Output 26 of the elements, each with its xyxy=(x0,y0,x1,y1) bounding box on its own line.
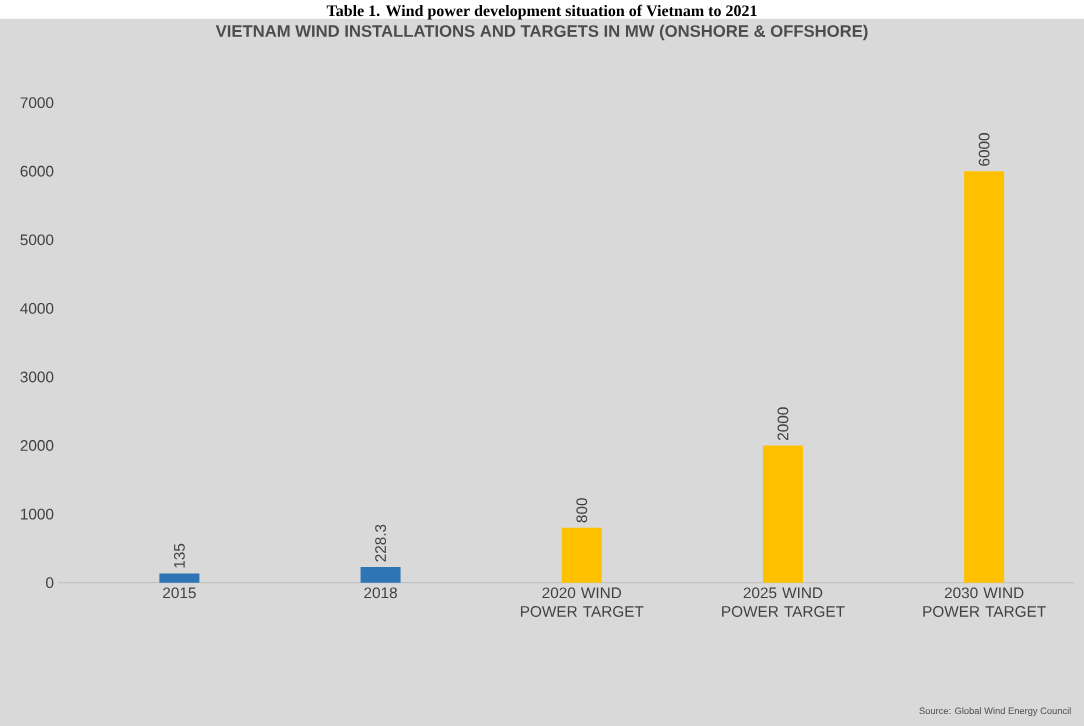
x-tick-label: 2030 WIND POWER TARGET xyxy=(923,587,1046,617)
bar xyxy=(561,527,602,583)
y-tick-label: 7000 xyxy=(20,97,54,109)
y-tick-label: 6000 xyxy=(20,165,54,177)
y-tick-label: 4000 xyxy=(20,302,54,314)
x-tick-label: 2018 xyxy=(364,587,397,599)
bar xyxy=(964,171,1005,583)
x-tick-label: 2015 xyxy=(163,587,196,599)
x-tick-label: 2025 WIND POWER TARGET xyxy=(722,587,845,617)
data-label: 6000 xyxy=(978,133,990,166)
chart-title: Table 1. Wind power development situation of Vietnam to 2021 xyxy=(326,4,757,20)
bar xyxy=(360,567,401,583)
y-tick-label: 3000 xyxy=(20,371,54,383)
data-label: 135 xyxy=(173,543,185,568)
y-tick-label: 0 xyxy=(46,577,54,589)
data-label: 228.3 xyxy=(375,524,386,562)
y-tick-label: 1000 xyxy=(21,508,54,520)
y-tick-label: 2000 xyxy=(20,440,54,451)
y-tick-label: 5000 xyxy=(20,234,54,246)
x-tick-label: 2020 WIND POWER TARGET xyxy=(520,587,644,617)
data-label: 800 xyxy=(576,498,588,523)
data-label: 2000 xyxy=(777,407,789,441)
bar xyxy=(762,445,803,583)
chart-subtitle: VIETNAM WIND INSTALLATIONS AND TARGETS IN MW (ONSHORE & OFFSHORE) xyxy=(215,24,868,41)
source-note: Source: Global Wind Energy Council xyxy=(919,707,1071,716)
bar xyxy=(159,573,200,583)
